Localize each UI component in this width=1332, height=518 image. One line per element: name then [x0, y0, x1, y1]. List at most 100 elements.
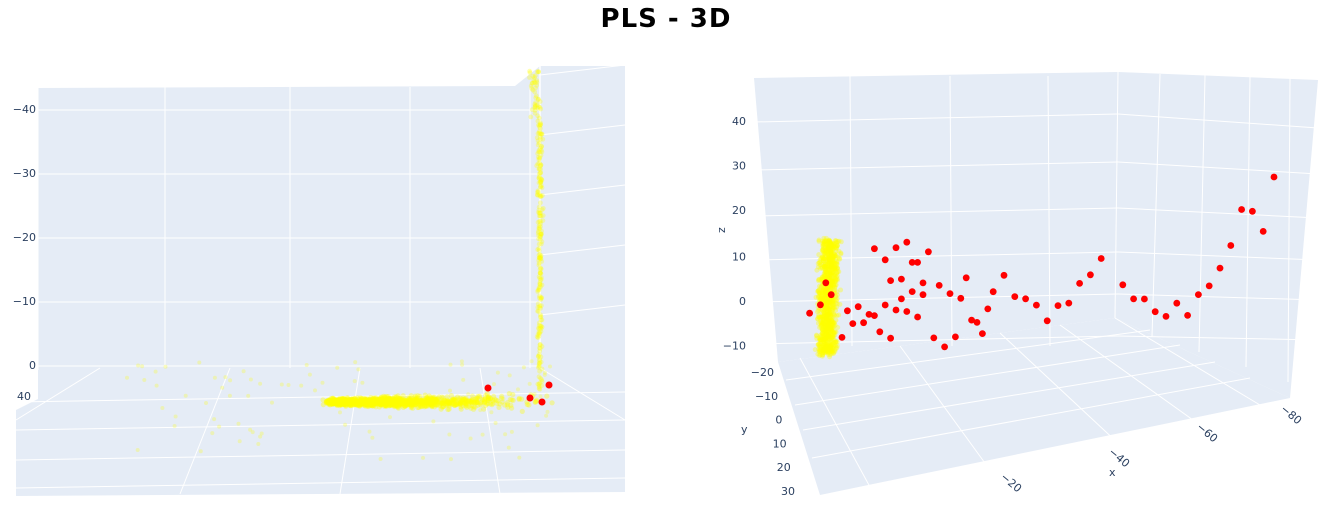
data-point — [376, 404, 383, 410]
data-point — [394, 403, 400, 409]
data-point — [370, 402, 376, 408]
data-point — [473, 397, 480, 403]
data-point — [419, 398, 425, 404]
data-point — [434, 399, 440, 405]
data-point — [383, 395, 389, 401]
data-point — [217, 424, 222, 429]
data-point — [342, 397, 348, 403]
data-point — [414, 397, 420, 404]
data-point — [925, 248, 932, 256]
data-point — [370, 400, 376, 406]
data-point — [353, 399, 359, 405]
data-point — [337, 400, 343, 406]
data-point — [409, 400, 415, 406]
data-point — [347, 401, 354, 407]
data-point — [429, 400, 435, 406]
data-point — [355, 398, 361, 404]
data-point — [361, 398, 367, 404]
data-point — [388, 399, 395, 405]
data-point — [372, 399, 378, 405]
data-point — [425, 399, 431, 405]
data-point — [430, 394, 436, 400]
data-point — [353, 401, 359, 407]
data-point — [336, 399, 342, 405]
data-point — [487, 401, 493, 407]
data-point — [426, 397, 432, 403]
data-point — [382, 398, 388, 405]
data-point — [339, 398, 345, 404]
scene-left-floor — [16, 368, 625, 496]
data-point — [374, 401, 380, 407]
data-point — [405, 401, 411, 408]
data-point — [389, 396, 396, 402]
data-point — [436, 394, 442, 400]
data-point — [382, 403, 388, 409]
data-point — [461, 400, 467, 406]
data-point — [502, 402, 508, 408]
data-point — [881, 256, 889, 264]
data-point — [362, 397, 368, 403]
data-point — [854, 303, 862, 311]
data-point — [1238, 206, 1245, 213]
data-point — [434, 398, 440, 404]
data-point — [396, 405, 402, 411]
data-point — [424, 395, 431, 401]
data-point — [366, 402, 372, 408]
data-point — [380, 398, 386, 405]
data-point — [365, 399, 371, 405]
data-point — [422, 399, 428, 405]
data-point — [444, 401, 450, 407]
data-point — [379, 399, 385, 405]
data-point — [405, 400, 411, 406]
data-point — [339, 396, 345, 402]
data-point — [941, 343, 948, 351]
data-point — [427, 399, 433, 405]
data-point — [337, 399, 343, 405]
data-point — [354, 398, 360, 404]
data-point — [360, 400, 366, 406]
data-point — [241, 369, 246, 374]
data-point — [379, 396, 385, 402]
data-point — [351, 400, 357, 406]
data-point — [344, 398, 350, 404]
data-point — [362, 399, 368, 405]
data-point — [356, 401, 362, 407]
data-point — [408, 395, 414, 401]
data-point — [449, 400, 455, 406]
data-point — [347, 402, 354, 408]
grid-line — [15, 391, 626, 403]
data-point — [460, 399, 466, 405]
data-point — [324, 398, 330, 404]
data-point — [494, 400, 500, 406]
data-point — [417, 399, 423, 405]
data-point — [358, 399, 364, 405]
data-point — [538, 376, 543, 381]
data-point — [519, 396, 525, 402]
data-point — [402, 401, 409, 407]
data-point — [409, 398, 415, 404]
data-point — [387, 400, 393, 406]
data-point — [327, 399, 333, 405]
data-point — [416, 399, 422, 405]
data-point — [516, 395, 522, 401]
data-point — [432, 398, 438, 404]
data-point — [490, 398, 496, 404]
scene-left[interactable]: −40−30−20−100 40 — [13, 64, 626, 496]
data-point — [379, 400, 385, 407]
data-point — [447, 399, 453, 405]
data-point — [324, 399, 330, 405]
data-point — [329, 399, 335, 405]
y-tick-label: 20 — [777, 461, 791, 474]
data-point — [359, 400, 365, 406]
data-point — [394, 398, 400, 404]
data-point — [377, 400, 383, 406]
data-point — [436, 403, 442, 409]
data-point — [903, 308, 911, 315]
data-point — [347, 398, 353, 404]
data-point — [140, 364, 145, 369]
data-point — [352, 400, 358, 406]
data-point — [396, 396, 402, 402]
data-point — [486, 397, 492, 403]
data-point — [339, 398, 345, 404]
